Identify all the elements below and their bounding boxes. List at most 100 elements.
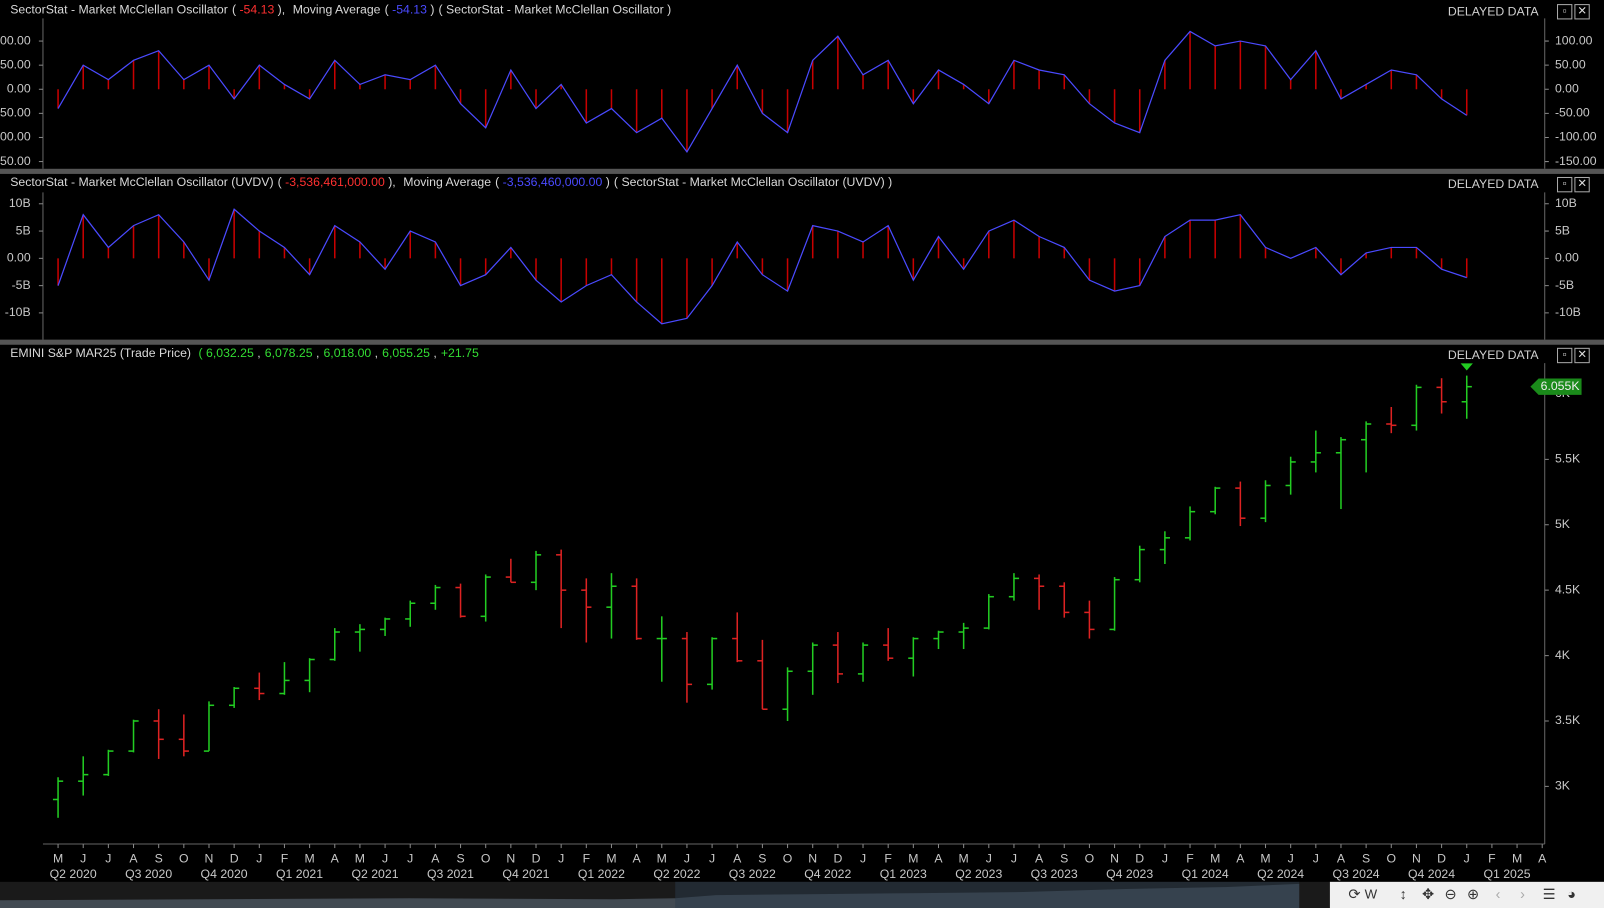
ma-value: -3,536,460,000.00 xyxy=(495,175,610,189)
maximize[interactable]: ▫ xyxy=(1557,4,1573,20)
x-tick-label: N xyxy=(1412,852,1421,866)
quarter-label: Q3 2020 xyxy=(125,867,172,881)
x-tick-label: A xyxy=(431,852,440,866)
scroll-left[interactable]: ‹ xyxy=(1496,887,1501,903)
panel-header: SectorStat - Market McClellan Oscillator… xyxy=(10,2,675,16)
zoom-vertical[interactable]: ↕ xyxy=(1399,887,1406,903)
maximize[interactable]: ▫ xyxy=(1557,347,1573,364)
x-tick-label: O xyxy=(1387,852,1397,866)
quarter-label: Q1 2021 xyxy=(276,867,323,881)
x-tick-label: J xyxy=(105,852,111,866)
delayed-label: DELAYED DATA xyxy=(1447,176,1539,192)
quote-open: 6,032.25 xyxy=(199,346,261,360)
scroll-right[interactable]: › xyxy=(1520,887,1525,903)
x-tick-label: J xyxy=(256,852,262,866)
interval-button[interactable]: W xyxy=(1365,887,1378,902)
x-tick-label: M xyxy=(908,852,918,866)
y-tick-label: -100.00 xyxy=(0,130,31,144)
x-tick-label: A xyxy=(1538,852,1547,866)
quarter-label: Q4 2022 xyxy=(804,867,851,881)
quarter-label: Q3 2021 xyxy=(427,867,474,881)
quarter-label: Q1 2025 xyxy=(1483,867,1530,881)
oscillator-line xyxy=(57,30,1468,154)
panel-header: SectorStat - Market McClellan Oscillator… xyxy=(10,175,896,189)
x-tick-label: S xyxy=(758,852,766,866)
y-tick-label: -10B xyxy=(1555,305,1581,319)
x-tick-label: F xyxy=(884,852,892,866)
quarter-label: Q4 2024 xyxy=(1408,867,1455,881)
x-tick-label: A xyxy=(1337,852,1346,866)
x-tick-label: D xyxy=(1437,852,1446,866)
x-tick-label: M xyxy=(657,852,667,866)
x-tick-label: N xyxy=(808,852,817,866)
panel-separator xyxy=(0,339,1604,345)
y-tick-label: -5B xyxy=(12,278,31,292)
x-tick-label: J xyxy=(407,852,413,866)
y-tick-label: 0.00 xyxy=(7,251,31,265)
refresh-icon[interactable]: ⟳ xyxy=(1348,887,1360,903)
x-tick-label: M xyxy=(1210,852,1220,866)
quarter-label: Q4 2021 xyxy=(502,867,549,881)
x-tick-label: S xyxy=(155,852,163,866)
x-tick-label: M xyxy=(606,852,616,866)
quarter-label: Q4 2020 xyxy=(201,867,248,881)
x-tick-label: M xyxy=(53,852,63,866)
quarter-label: Q2 2021 xyxy=(351,867,398,881)
pan-button[interactable]: ✥ xyxy=(1422,887,1434,903)
y-tick-label: 5B xyxy=(16,223,31,237)
maximize[interactable]: ▫ xyxy=(1557,176,1573,193)
window-buttons: ▫ ✕ xyxy=(1557,4,1590,20)
color-button[interactable]: ◕ xyxy=(1567,887,1576,903)
x-tick-label: M xyxy=(305,852,315,866)
x-tick-label: D xyxy=(1135,852,1144,866)
x-tick-label: N xyxy=(1110,852,1119,866)
x-tick-label: F xyxy=(1186,852,1194,866)
x-tick-label: J xyxy=(709,852,715,866)
zoom-out[interactable]: ⊖ xyxy=(1444,887,1456,903)
panel-separator xyxy=(0,168,1604,174)
y-tick-label: 50.00 xyxy=(0,57,31,71)
quarter-label: Q3 2022 xyxy=(729,867,776,881)
quarter-label: Q3 2024 xyxy=(1333,867,1380,881)
y-tick-label: 100.00 xyxy=(0,33,31,47)
x-tick-label: S xyxy=(456,852,464,866)
quarter-label: Q2 2022 xyxy=(653,867,700,881)
quarter-label: Q1 2022 xyxy=(578,867,625,881)
x-tick-label: A xyxy=(1035,852,1044,866)
x-tick-label: F xyxy=(281,852,289,866)
quote-low: 6,018.00 xyxy=(323,346,378,360)
close[interactable]: ✕ xyxy=(1574,4,1590,20)
y-tick-label: 50.00 xyxy=(1555,57,1586,71)
x-tick-label: M xyxy=(959,852,969,866)
y-tick-label: 10B xyxy=(9,196,31,210)
study-source: SectorStat - Market McClellan Oscillator… xyxy=(614,175,892,189)
x-tick-label: A xyxy=(331,852,340,866)
x-tick-label: S xyxy=(1060,852,1068,866)
x-tick-label: D xyxy=(833,852,842,866)
x-tick-label: M xyxy=(355,852,365,866)
navigator-window[interactable] xyxy=(675,881,1300,908)
study-name: SectorStat - Market McClellan Oscillator… xyxy=(10,174,274,190)
study-value: -3,536,461,000.00 xyxy=(278,175,396,189)
delayed-label: DELAYED DATA xyxy=(1447,347,1539,363)
quarter-label: Q2 2023 xyxy=(955,867,1002,881)
y-tick-label: 0.00 xyxy=(7,82,31,96)
price-tag xyxy=(1530,378,1582,395)
y-tick-label: -50.00 xyxy=(0,106,31,120)
quote-close: 6,055.25 xyxy=(382,346,437,360)
quote-change: +21.75 xyxy=(440,345,479,361)
menu-button[interactable]: ☰ xyxy=(1543,887,1556,903)
zoom-in[interactable]: ⊕ xyxy=(1467,887,1479,903)
x-tick-label: N xyxy=(205,852,214,866)
y-tick-label: -50.00 xyxy=(1555,106,1590,120)
x-tick-label: M xyxy=(1260,852,1270,866)
close[interactable]: ✕ xyxy=(1574,176,1590,193)
y-tick-label: 5.5K xyxy=(1555,452,1581,466)
delayed-label: DELAYED DATA xyxy=(1447,4,1539,19)
study-name: SectorStat - Market McClellan Oscillator xyxy=(10,2,228,17)
x-tick-label: F xyxy=(583,852,590,866)
close[interactable]: ✕ xyxy=(1574,347,1590,364)
x-tick-label: J xyxy=(558,852,564,866)
